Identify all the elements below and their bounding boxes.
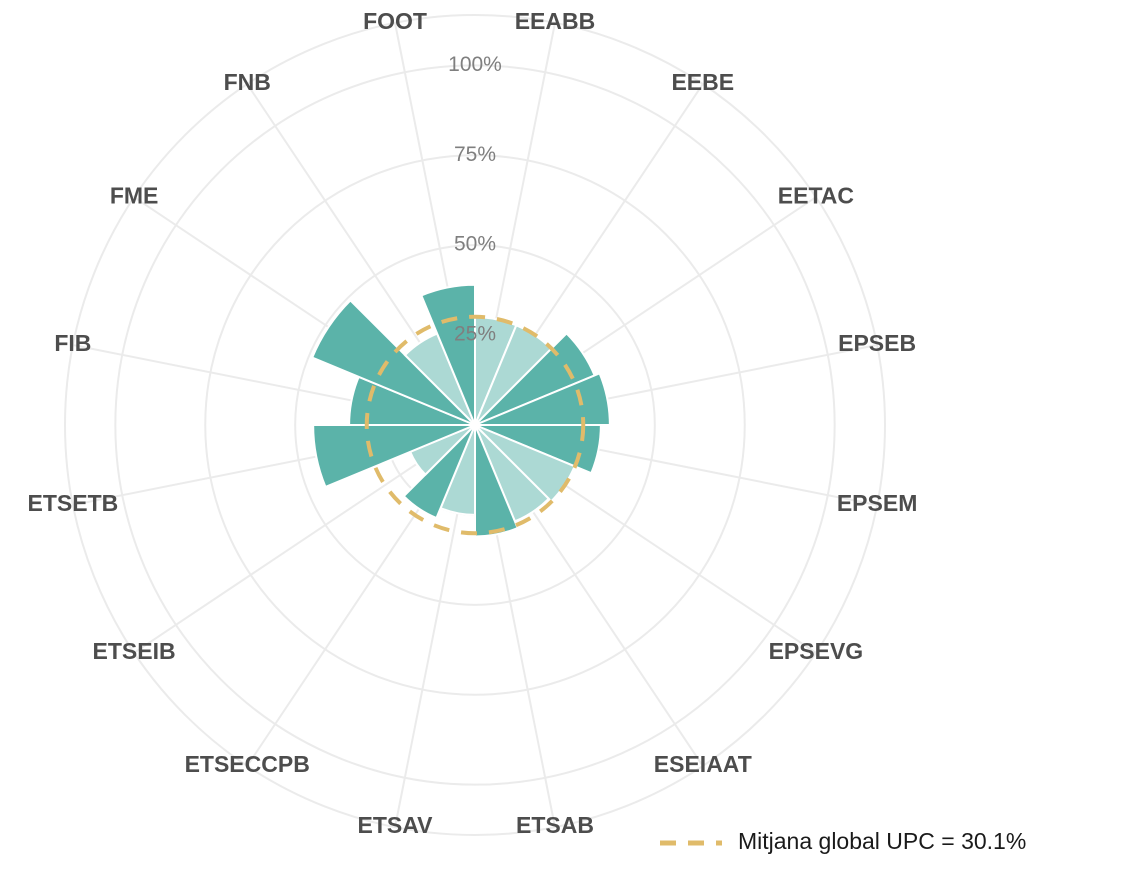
category-label: ETSECCPB [185,751,310,777]
category-label: FNB [224,69,271,95]
grid-circle [114,64,836,786]
category-label: FOOT [363,8,427,34]
bar [474,372,611,426]
category-label: EPSEM [837,490,918,516]
reference-line [364,314,586,536]
bar [312,424,476,489]
category-label: ETSETB [28,490,119,516]
category-label: FIB [54,330,91,356]
category-label: EEABB [515,8,596,34]
grid-ring [64,14,886,836]
category-label: EPSEVG [769,638,864,664]
y-tick-label: 25% [454,323,496,346]
bar [420,283,476,426]
category-label: ETSAV [358,812,434,838]
y-tick-label: 100% [448,53,502,76]
category-label: ETSAB [516,812,594,838]
bar [310,298,476,426]
category-label: EPSEB [838,330,916,356]
bar [402,424,476,520]
category-label: ETSEIB [93,638,176,664]
category-label: EEBE [671,69,734,95]
grid-circle [204,154,746,696]
category-label: ESEIAAT [654,751,752,777]
category-label: EETAC [778,182,854,208]
category-label: FME [110,182,159,208]
legend-label: Mitjana global UPC = 30.1% [738,828,1026,854]
grid-circle [294,244,656,606]
y-tick-label: 75% [454,143,496,166]
bar [474,424,519,538]
y-tick-label: 50% [454,233,496,256]
